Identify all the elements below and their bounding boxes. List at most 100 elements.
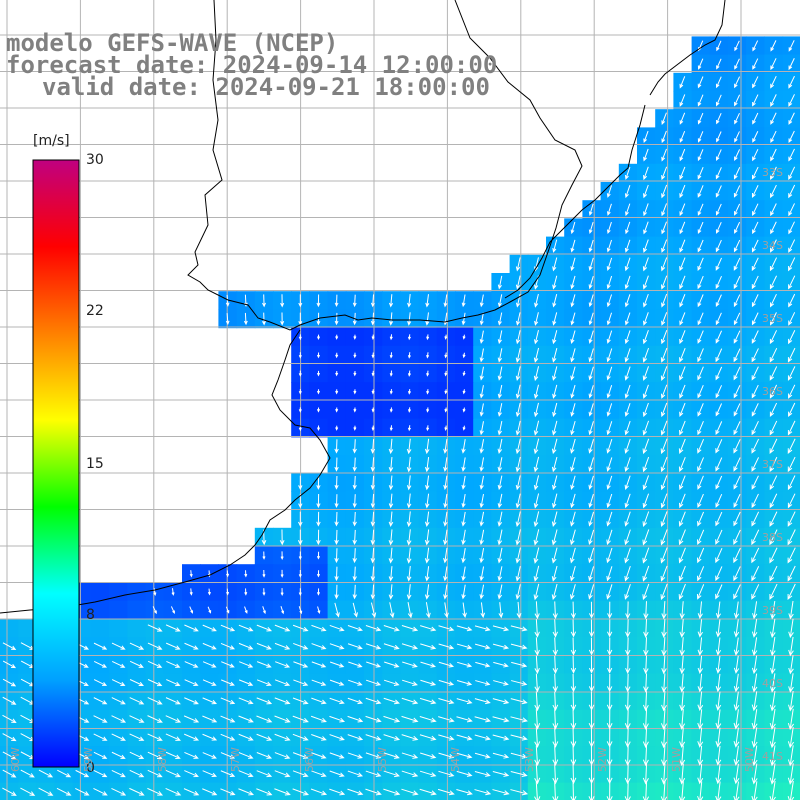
wind-arrow <box>298 551 302 560</box>
wind-arrow <box>715 475 723 490</box>
wind-arrow <box>570 619 577 638</box>
wind-arrow <box>734 94 741 107</box>
wind-arrow <box>406 493 412 509</box>
wind-arrow <box>787 708 795 731</box>
wind-arrow <box>147 769 163 778</box>
wind-arrow <box>424 457 430 473</box>
wind-arrow <box>751 239 759 253</box>
wind-arrow <box>552 275 558 290</box>
wind-arrow <box>642 727 649 749</box>
wind-arrow <box>769 780 776 800</box>
wind-arrow <box>552 420 558 436</box>
wind-arrow <box>661 312 668 326</box>
wind-arrow <box>769 583 778 600</box>
wind-arrow <box>515 493 521 509</box>
wind-arrow <box>165 769 181 778</box>
wind-arrow <box>111 642 126 650</box>
wind-arrow <box>697 294 704 308</box>
wind-arrow <box>129 787 145 796</box>
wind-arrow <box>624 420 631 436</box>
wind-arrow <box>316 425 321 431</box>
wind-arrow <box>497 493 503 509</box>
wind-arrow <box>606 421 613 436</box>
wind-arrow <box>624 547 631 564</box>
wind-arrow <box>111 697 126 705</box>
wind-arrow <box>334 294 339 308</box>
wind-arrow <box>787 565 796 582</box>
wind-arrow <box>510 625 528 632</box>
wind-arrow <box>552 257 558 272</box>
wind-arrow <box>751 257 759 272</box>
wind-arrow <box>533 420 540 436</box>
wind-arrow <box>365 770 382 778</box>
wind-arrow <box>642 239 649 253</box>
wind-arrow <box>370 294 375 308</box>
wind-arrow <box>552 781 559 800</box>
wind-arrow <box>365 788 382 796</box>
wind-arrow <box>660 529 668 546</box>
wind-arrow <box>570 221 576 235</box>
colorbar-tick-8: 8 <box>86 607 95 623</box>
wind-arrow <box>624 727 631 748</box>
wind-arrow <box>606 203 612 216</box>
wind-arrow <box>479 403 484 417</box>
wind-arrow <box>697 185 704 198</box>
wind-arrow <box>551 456 558 473</box>
wind-arrow <box>316 334 321 340</box>
wind-arrow <box>588 566 595 582</box>
wind-arrow <box>661 221 668 235</box>
wind-arrow <box>679 76 686 89</box>
wind-arrow <box>716 131 722 143</box>
wind-arrow <box>588 221 594 234</box>
wind-arrow <box>752 221 759 235</box>
wind-arrow <box>329 679 345 686</box>
longitude-label: 55W <box>376 747 389 772</box>
wind-arrow <box>570 257 576 272</box>
wind-arrow <box>551 438 558 455</box>
wind-arrow <box>220 679 235 686</box>
wind-cell <box>127 618 147 638</box>
wind-arrow <box>202 715 218 723</box>
wind-arrow <box>552 348 558 363</box>
wind-arrow <box>202 733 218 741</box>
wind-arrow <box>407 407 412 413</box>
wind-arrow <box>479 547 485 564</box>
wind-arrow <box>570 601 576 619</box>
wind-arrow <box>153 588 157 596</box>
colorbar-unit: [m/s] <box>33 133 70 149</box>
colorbar-tick-30: 30 <box>86 152 104 168</box>
wind-arrow <box>642 745 649 767</box>
wind-arrow <box>244 588 248 596</box>
wind-arrow <box>697 655 703 674</box>
wind-arrow <box>678 511 686 527</box>
wind-arrow <box>788 130 795 144</box>
wind-arrow <box>256 661 272 668</box>
wind-arrow <box>388 294 394 308</box>
wind-arrow <box>624 529 631 546</box>
wind-arrow <box>769 384 778 399</box>
wind-arrow <box>316 294 321 308</box>
wind-arrow <box>643 203 649 217</box>
wind-arrow <box>588 403 594 417</box>
wind-arrow <box>426 389 430 395</box>
wind-arrow <box>479 330 484 344</box>
wind-arrow <box>479 529 485 546</box>
wind-arrow <box>570 330 576 345</box>
wind-arrow <box>624 457 631 473</box>
wind-arrow <box>456 698 473 705</box>
wind-arrow <box>426 407 430 413</box>
wind-cell <box>0 618 19 638</box>
wind-arrow <box>20 787 36 796</box>
wind-arrow <box>679 148 686 162</box>
wind-arrow <box>497 475 503 491</box>
wind-arrow <box>298 511 303 527</box>
wind-arrow <box>734 112 740 125</box>
wind-arrow <box>643 637 649 657</box>
wind-arrow <box>624 239 631 253</box>
wind-arrow <box>697 348 704 363</box>
wind-arrow <box>438 643 455 650</box>
wind-arrow <box>202 697 218 705</box>
wind-arrow <box>679 203 686 217</box>
wind-arrow <box>184 770 199 778</box>
wind-arrow <box>316 551 321 560</box>
